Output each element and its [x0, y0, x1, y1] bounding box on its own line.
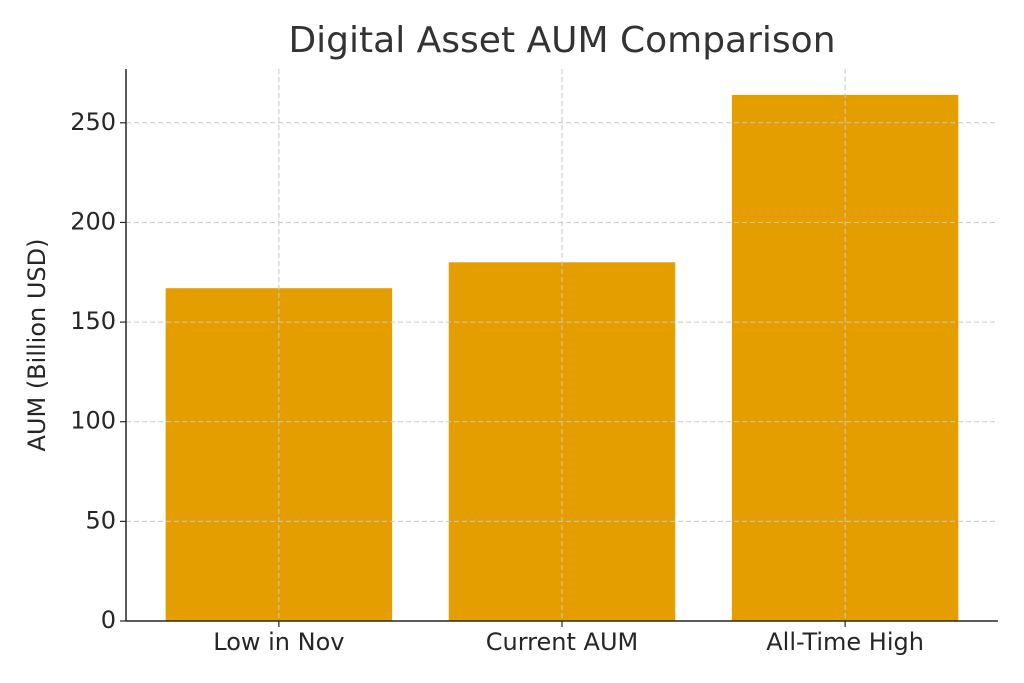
y-tick-label: 150	[70, 307, 116, 335]
x-tick-label: Current AUM	[486, 628, 638, 656]
y-axis-label: AUM (Billion USD)	[23, 239, 51, 452]
y-tick-label: 200	[70, 207, 116, 235]
y-tick-label: 100	[70, 407, 116, 435]
chart-title: Digital Asset AUM Comparison	[288, 20, 835, 61]
y-tick-label: 250	[70, 108, 116, 136]
x-tick-label: Low in Nov	[213, 628, 344, 656]
y-tick-label: 0	[101, 606, 116, 634]
x-tick-label: All-Time High	[766, 628, 924, 656]
y-tick-label: 50	[85, 506, 116, 534]
